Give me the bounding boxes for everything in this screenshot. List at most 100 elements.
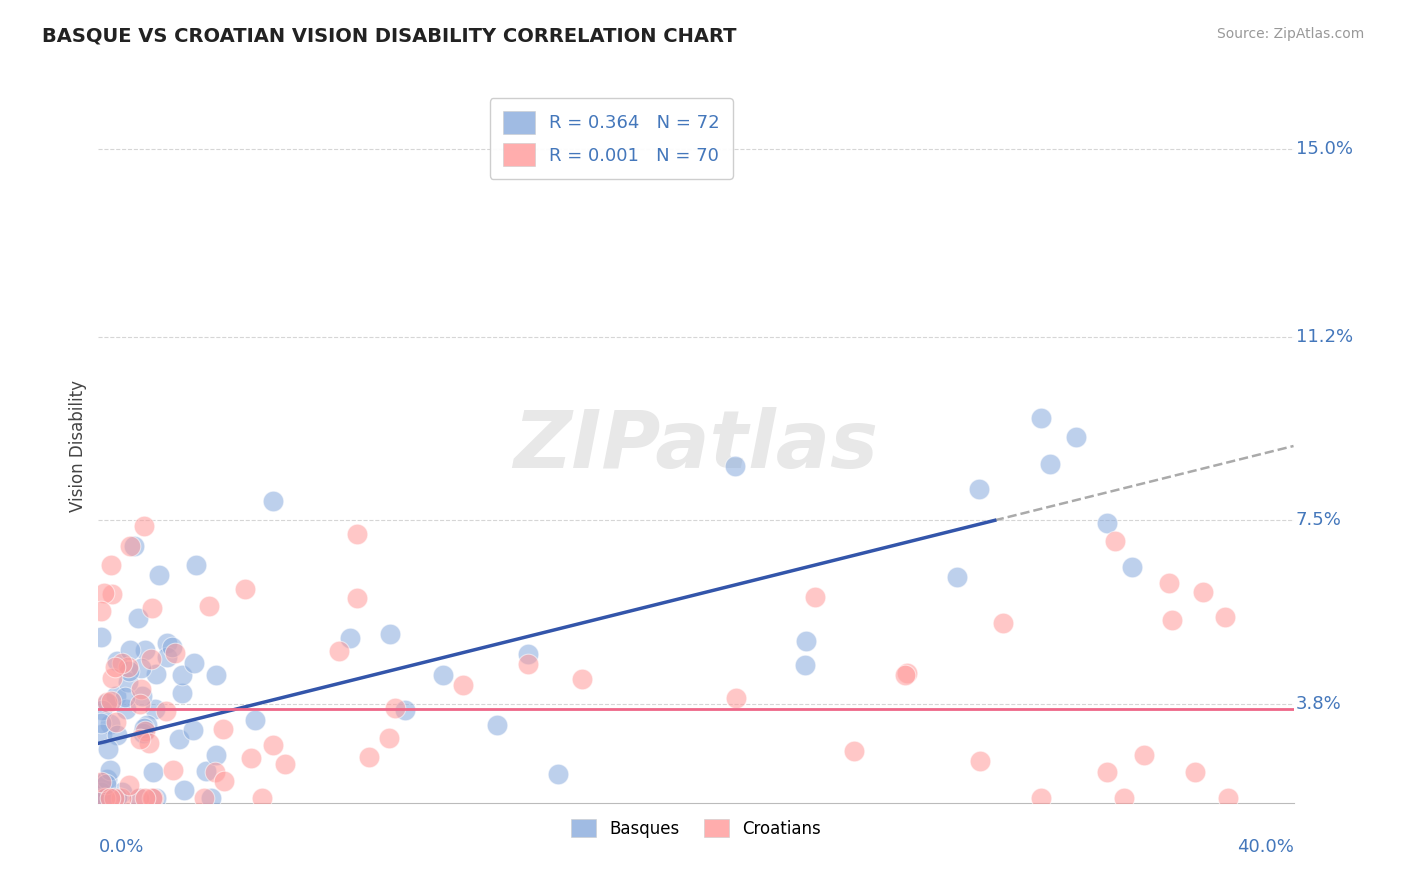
Point xyxy=(357,750,380,764)
Point xyxy=(96,772,118,786)
Point xyxy=(105,690,128,704)
Point xyxy=(141,600,163,615)
Point xyxy=(211,722,233,736)
Point xyxy=(136,718,159,732)
Point xyxy=(451,678,474,692)
Text: Source: ZipAtlas.com: Source: ZipAtlas.com xyxy=(1216,27,1364,41)
Point xyxy=(547,767,569,781)
Point xyxy=(132,518,155,533)
Point xyxy=(127,610,149,624)
Point xyxy=(516,657,538,671)
Point xyxy=(1039,457,1062,471)
Point xyxy=(214,774,236,789)
Point xyxy=(104,660,127,674)
Point xyxy=(1066,430,1088,444)
Point xyxy=(139,652,162,666)
Text: 15.0%: 15.0% xyxy=(1296,140,1353,158)
Point xyxy=(90,790,112,805)
Point xyxy=(346,527,368,541)
Point xyxy=(100,694,122,708)
Point xyxy=(432,668,454,682)
Point xyxy=(1192,585,1215,599)
Text: BASQUE VS CROATIAN VISION DISABILITY CORRELATION CHART: BASQUE VS CROATIAN VISION DISABILITY COR… xyxy=(42,27,737,45)
Point xyxy=(129,697,152,711)
Point xyxy=(517,648,540,662)
Point xyxy=(94,790,117,805)
Point xyxy=(131,690,153,704)
Point xyxy=(129,681,152,696)
Point xyxy=(193,790,215,805)
Point xyxy=(90,727,112,741)
Point xyxy=(155,704,177,718)
Point xyxy=(142,765,165,780)
Point xyxy=(262,493,284,508)
Point xyxy=(111,784,134,798)
Point xyxy=(163,646,186,660)
Point xyxy=(132,725,155,739)
Point xyxy=(98,790,121,805)
Point xyxy=(128,790,150,805)
Point xyxy=(793,658,815,673)
Point xyxy=(183,657,205,671)
Point xyxy=(1161,613,1184,627)
Text: 3.8%: 3.8% xyxy=(1296,695,1341,713)
Point xyxy=(205,668,228,682)
Point xyxy=(129,661,152,675)
Point xyxy=(156,649,179,664)
Point xyxy=(111,656,134,670)
Point xyxy=(380,626,402,640)
Text: ZIPatlas: ZIPatlas xyxy=(513,407,879,485)
Point xyxy=(186,558,208,573)
Point xyxy=(1104,534,1126,549)
Point xyxy=(134,642,156,657)
Point xyxy=(384,701,406,715)
Text: 0.0%: 0.0% xyxy=(98,838,143,856)
Point xyxy=(160,640,183,654)
Point xyxy=(117,675,139,690)
Legend: Basques, Croatians: Basques, Croatians xyxy=(564,813,828,845)
Point xyxy=(90,785,112,799)
Point xyxy=(183,723,205,738)
Point xyxy=(128,790,150,805)
Point xyxy=(107,789,129,804)
Point xyxy=(101,587,124,601)
Point xyxy=(239,751,262,765)
Text: 7.5%: 7.5% xyxy=(1296,511,1341,529)
Point xyxy=(162,763,184,777)
Point xyxy=(103,790,125,805)
Text: 40.0%: 40.0% xyxy=(1237,838,1294,856)
Point xyxy=(148,568,170,582)
Point xyxy=(114,690,136,704)
Point xyxy=(118,664,141,678)
Point xyxy=(1029,790,1052,805)
Point xyxy=(571,672,593,686)
Point xyxy=(90,775,112,789)
Point xyxy=(1114,790,1136,805)
Point xyxy=(100,558,122,573)
Point xyxy=(128,731,150,746)
Point xyxy=(969,755,991,769)
Point xyxy=(252,790,274,805)
Point xyxy=(1095,765,1118,780)
Point xyxy=(200,790,222,805)
Point xyxy=(145,666,167,681)
Point xyxy=(339,631,361,645)
Point xyxy=(134,723,156,738)
Point xyxy=(204,765,226,780)
Point xyxy=(896,665,918,680)
Point xyxy=(485,718,508,732)
Point xyxy=(122,539,145,553)
Point xyxy=(842,744,865,758)
Point xyxy=(1184,765,1206,780)
Point xyxy=(105,714,128,729)
Point xyxy=(170,686,193,700)
Point xyxy=(90,630,112,644)
Point xyxy=(110,790,132,805)
Point xyxy=(118,779,141,793)
Point xyxy=(91,790,114,805)
Point xyxy=(894,668,917,682)
Point xyxy=(93,586,115,600)
Point xyxy=(96,777,118,791)
Point xyxy=(1121,560,1143,574)
Point xyxy=(90,715,112,730)
